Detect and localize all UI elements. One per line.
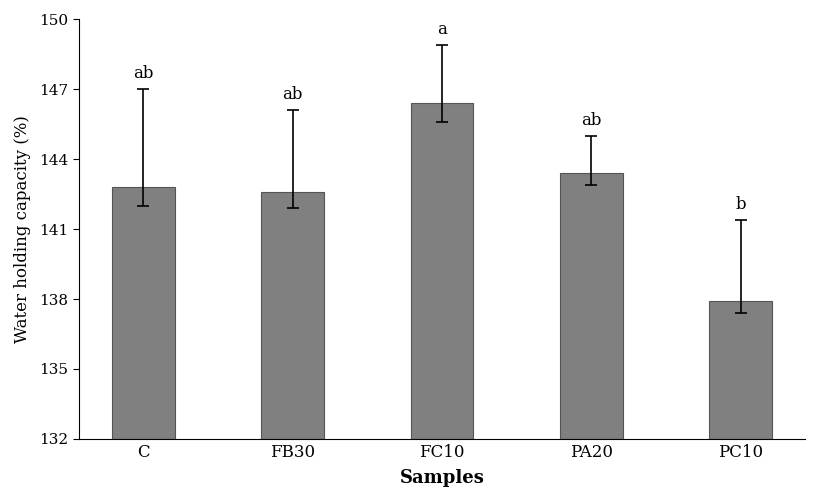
Text: ab: ab — [283, 86, 303, 103]
Bar — [261, 192, 324, 439]
Bar — [709, 302, 772, 439]
Y-axis label: Water holding capacity (%): Water holding capacity (%) — [14, 115, 31, 343]
Text: b: b — [735, 196, 746, 213]
Bar — [112, 187, 174, 439]
Bar — [560, 173, 622, 439]
X-axis label: Samples: Samples — [400, 469, 484, 487]
Bar — [410, 103, 473, 439]
Text: ab: ab — [581, 112, 602, 129]
Text: ab: ab — [133, 65, 153, 82]
Text: a: a — [437, 21, 447, 38]
